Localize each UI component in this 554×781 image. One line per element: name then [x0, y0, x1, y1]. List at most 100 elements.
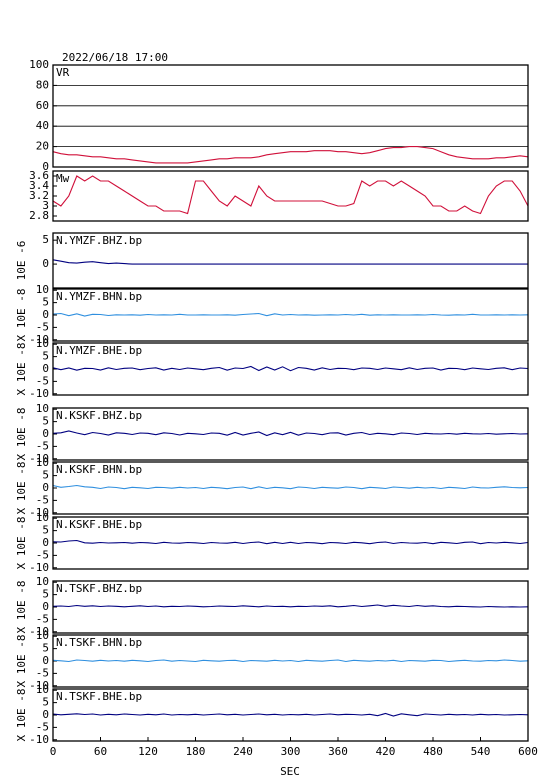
y-tick-label: -5	[36, 320, 49, 333]
y-tick-label: 0	[42, 308, 49, 321]
y-axis-label: X 10E -8	[15, 517, 28, 570]
panel-frame	[52, 342, 529, 396]
panel-label: N.TSKF.BHN.bp	[56, 636, 142, 649]
y-tick-label: 80	[36, 78, 49, 91]
y-tick-label: 0	[42, 257, 49, 270]
panel-frame	[52, 64, 529, 168]
y-tick-label: 5	[42, 350, 49, 363]
line-series	[52, 604, 529, 608]
x-tick-label: 420	[376, 745, 396, 758]
y-tick-label: -5	[36, 493, 49, 506]
x-tick-label: 600	[518, 745, 538, 758]
y-tick-label: 5	[42, 696, 49, 709]
y-tick-label: -5	[36, 612, 49, 625]
panel-frame	[52, 170, 529, 222]
line-series	[52, 430, 529, 437]
y-axis-label: X 10E -8	[15, 289, 28, 342]
y-tick-label: 5	[42, 233, 49, 246]
y-tick-label: -5	[36, 548, 49, 561]
panel-label: N.YMZF.BHZ.bp	[56, 234, 142, 247]
panel-label: N.TSKF.BHZ.bp	[56, 582, 142, 595]
y-tick-label: 0	[42, 536, 49, 549]
x-tick-label: 300	[281, 745, 301, 758]
x-tick-label: 120	[138, 745, 158, 758]
panel-frame	[52, 634, 529, 688]
y-axis-label: X 10E -8	[15, 581, 28, 634]
y-tick-label: 0	[42, 362, 49, 375]
line-series	[52, 484, 529, 490]
y-tick-label: 5	[42, 588, 49, 601]
y-tick-label: 10	[36, 456, 49, 469]
x-tick-label: 180	[186, 745, 206, 758]
y-tick-label: -10	[29, 333, 49, 346]
y-tick-label: 0	[42, 654, 49, 667]
x-axis-label: SEC	[280, 765, 300, 778]
x-tick-label: 480	[423, 745, 443, 758]
y-tick-label: 0	[42, 600, 49, 613]
panel-label: N.KSKF.BHN.bp	[56, 463, 142, 476]
line-series	[52, 175, 529, 215]
y-tick-label: -10	[29, 452, 49, 465]
panel-frame	[52, 461, 529, 515]
line-series	[52, 365, 529, 372]
y-tick-label: 10	[36, 402, 49, 415]
panel-label: N.KSKF.BHZ.bp	[56, 409, 142, 422]
y-tick-label: 3.2	[29, 189, 49, 202]
y-tick-label: -5	[36, 720, 49, 733]
y-tick-label: 5	[42, 415, 49, 428]
panel-label: N.TSKF.BHE.bp	[56, 690, 142, 703]
panel-frame	[52, 407, 529, 461]
line-series	[52, 312, 529, 317]
y-tick-label: -5	[36, 439, 49, 452]
y-tick-label: -10	[29, 733, 49, 746]
y-tick-label: 5	[42, 524, 49, 537]
panel-frame	[52, 232, 529, 289]
panel-label: Mw	[56, 172, 70, 185]
y-tick-label: 0	[42, 708, 49, 721]
x-tick-label: 360	[328, 745, 348, 758]
y-tick-label: 10	[36, 283, 49, 296]
y-tick-label: 20	[36, 140, 49, 153]
line-series	[52, 712, 529, 717]
panel-frame	[52, 580, 529, 634]
y-tick-label: 10	[36, 683, 49, 696]
y-tick-label: 2.8	[29, 209, 49, 222]
y-tick-label: 100	[29, 58, 49, 71]
panel-label: N.YMZF.BHN.bp	[56, 290, 142, 303]
y-tick-label: -10	[29, 679, 49, 692]
line-series	[52, 539, 529, 545]
y-tick-label: 60	[36, 99, 49, 112]
y-tick-label: 10	[36, 511, 49, 524]
line-series	[52, 259, 528, 265]
panel-frame	[52, 288, 529, 342]
y-tick-label: 3	[42, 199, 49, 212]
y-tick-label: 10	[36, 629, 49, 642]
y-tick-label: 0	[42, 481, 49, 494]
y-axis-label: X 10E -8	[15, 635, 28, 688]
y-tick-label: 3.6	[29, 169, 49, 182]
x-tick-label: 240	[233, 745, 253, 758]
y-tick-label: -5	[36, 666, 49, 679]
x-tick-label: 60	[94, 745, 107, 758]
x-tick-label: 540	[471, 745, 491, 758]
y-tick-label: 10	[36, 575, 49, 588]
y-tick-label: 3.4	[29, 179, 49, 192]
y-tick-label: 0	[42, 427, 49, 440]
y-axis-label: X 10E -8	[15, 689, 28, 742]
panel-frame	[52, 516, 529, 570]
y-tick-label: -10	[29, 387, 49, 400]
y-axis-label: X 10E -8	[15, 462, 28, 515]
y-tick-label: 10	[36, 337, 49, 350]
panel-label: N.YMZF.BHE.bp	[56, 344, 142, 357]
y-axis-label: 10E -6	[15, 241, 28, 281]
y-tick-label: -5	[36, 374, 49, 387]
line-series	[52, 146, 529, 164]
y-axis-label: X 10E -8	[15, 408, 28, 461]
y-tick-label: -10	[29, 625, 49, 638]
y-tick-label: 0	[42, 160, 49, 173]
line-series	[52, 659, 529, 663]
panel-label: VR	[56, 66, 70, 79]
x-tick-label: 0	[50, 745, 57, 758]
chart-title: 2022/06/18 17:00	[62, 51, 168, 64]
y-tick-label: 5	[42, 469, 49, 482]
